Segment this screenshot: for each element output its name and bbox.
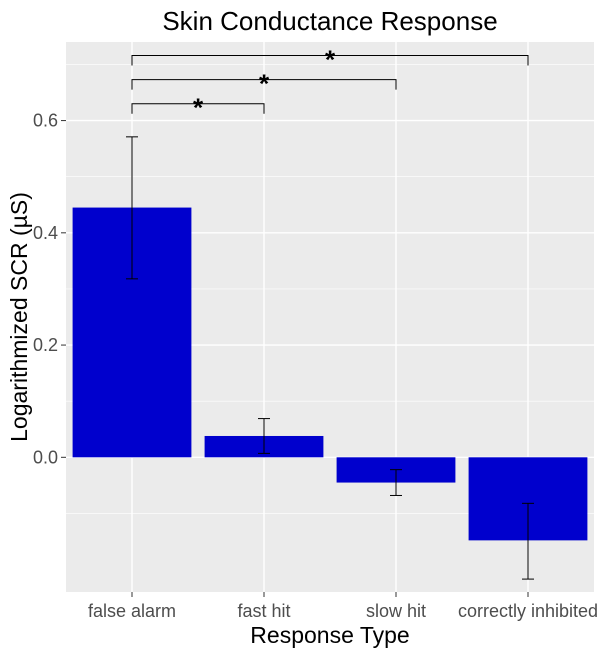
y-tick-label: 0.0 [33, 447, 58, 467]
x-tick-label: fast hit [237, 601, 290, 621]
significance-bracket [131, 103, 265, 114]
error-bars [126, 136, 534, 580]
x-axis-title: Response Type [250, 622, 409, 648]
bars [72, 207, 588, 541]
x-tick-label: false alarm [88, 601, 176, 621]
y-tick-label: 0.2 [33, 335, 58, 355]
x-tick-label: slow hit [366, 601, 426, 621]
significance-brackets: * * * [131, 44, 529, 123]
significance-bracket [131, 79, 397, 90]
y-tick-label: 0.4 [33, 223, 58, 243]
y-tick-label: 0.6 [33, 111, 58, 131]
y-axis-title: Logarithmized SCR (µS) [6, 192, 32, 442]
significance-star: * [325, 44, 336, 74]
significance-star: * [259, 69, 270, 99]
x-axis-ticks: false alarm fast hit slow hit correctly inh… [88, 592, 598, 621]
y-axis-ticks: 0.0 0.2 0.4 0.6 [33, 111, 66, 467]
significance-bracket [131, 54, 529, 66]
significance-star: * [193, 93, 204, 123]
chart-title: Skin Conductance Response [162, 6, 497, 36]
x-tick-label: correctly inhibited [458, 601, 598, 621]
